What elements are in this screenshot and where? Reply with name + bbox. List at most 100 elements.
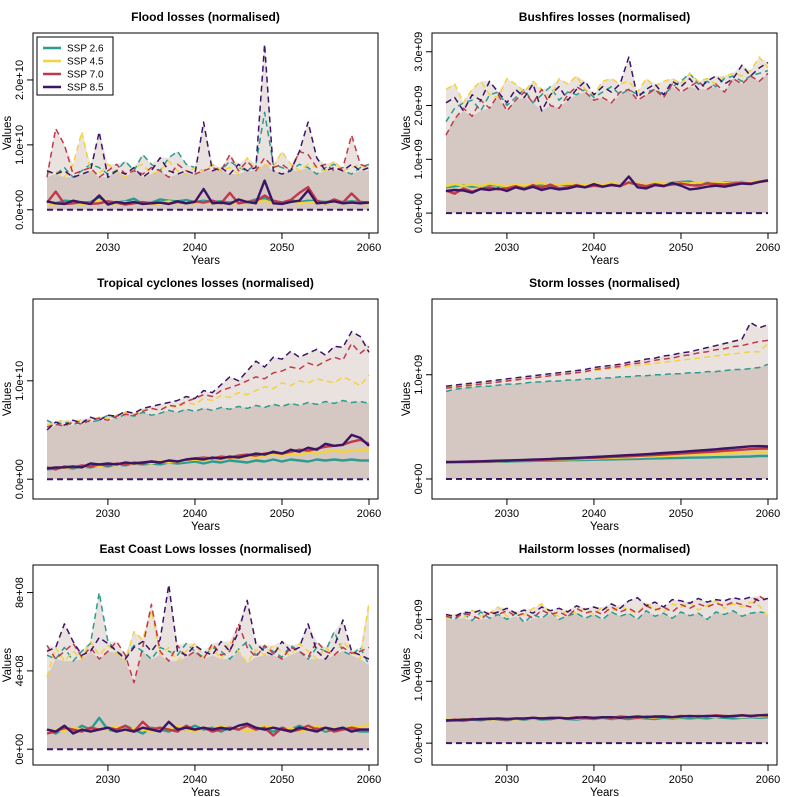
panel-title: Bushfires losses (normalised) [519, 10, 690, 24]
panel-2: Tropical cyclones losses (normalised) 203… [2, 276, 381, 533]
x-tick-label: 2040 [582, 242, 606, 254]
x-tick-label: 2040 [582, 508, 606, 520]
series-line-ssp45-upper [46, 602, 370, 678]
series-line-ssp85-mean [445, 444, 769, 464]
x-tick-label: 2030 [495, 242, 519, 254]
common-band-area [446, 610, 768, 744]
series-line-ssp85-mean [446, 714, 768, 722]
x-tick-label: 2060 [357, 508, 381, 520]
x-tick-label: 2030 [96, 242, 120, 254]
series-line-ssp70-upper [445, 595, 769, 621]
legend-entry: SSP 4.5 [67, 57, 104, 68]
series-line-ssp45-mean [445, 179, 769, 188]
x-tick-label: 2040 [183, 242, 207, 254]
series-line-ssp85-mean [46, 433, 370, 470]
series-line-ssp85-upper [445, 596, 769, 618]
series-line-ssp85-mean [445, 175, 769, 194]
series-line-ssp85-upper [445, 56, 769, 112]
x-tick-label: 2060 [357, 774, 381, 786]
y-axis-label: Values [2, 116, 14, 151]
y-axis-label: Values [401, 648, 413, 683]
x-tick-label: 2040 [183, 774, 207, 786]
y-tick-label: 1.0e+10 [14, 361, 26, 401]
series-line-ssp85-upper [46, 43, 370, 179]
y-axis-label: Values [401, 116, 413, 151]
x-tick-label: 2060 [357, 242, 381, 254]
series-line-ssp45-upper [46, 374, 370, 426]
x-tick-label: 2050 [270, 774, 294, 786]
panel-5: Hailstorm losses (normalised) 2030 2040 205… [401, 542, 780, 797]
series-line-ssp85-upper [46, 583, 370, 660]
legend-box [36, 36, 114, 96]
x-tick-label: 2030 [96, 774, 120, 786]
y-tick-label: 1.0e+09 [413, 661, 425, 701]
legend-entry: SSP 8.5 [67, 83, 104, 94]
y-tick-label: 2.0e+09 [413, 599, 425, 639]
y-tick-label: 8e+08 [14, 577, 26, 608]
legend: SSP 2.6 SSP 4.5 SSP 7.0 SSP 8.5 [36, 36, 114, 96]
panel-title: Tropical cyclones losses (normalised) [97, 276, 314, 290]
panel-0: Flood losses (normalised) 2030 2040 2050 206… [2, 10, 381, 267]
common-band-area [47, 651, 369, 750]
panel-3: Storm losses (normalised) 2030 2040 2050 206… [401, 276, 780, 533]
series-line-ssp26-upper [445, 609, 769, 624]
y-tick-label: 1.0e+10 [14, 125, 26, 165]
y-tick-label: 0e+00 [413, 464, 425, 495]
y-tick-label: 0.0e+00 [413, 723, 425, 763]
series-line-ssp70-upper [46, 342, 370, 428]
y-tick-label: 0.0e+00 [14, 190, 26, 230]
x-axis-label: Years [191, 521, 220, 533]
series-line-ssp70-upper [445, 72, 769, 136]
y-axis-label: Values [2, 382, 14, 417]
x-tick-label: 2060 [756, 508, 780, 520]
x-tick-label: 2040 [582, 774, 606, 786]
common-band-area [446, 73, 768, 214]
x-tick-label: 2030 [495, 508, 519, 520]
series-line-ssp26-upper [46, 111, 370, 179]
y-tick-label: 0.0e+00 [413, 193, 425, 233]
y-tick-label: 4e+08 [14, 655, 26, 686]
legend-entry: SSP 2.6 [67, 44, 104, 55]
y-tick-label: 2.0e+10 [14, 60, 26, 100]
series-line-ssp85-upper [46, 330, 370, 431]
x-axis-label: Years [590, 521, 619, 533]
x-axis-label: Years [191, 787, 220, 797]
y-tick-label: 3.0e+09 [413, 32, 425, 72]
series-line-ssp45-upper [445, 56, 769, 104]
series-line-ssp45-upper [445, 600, 769, 621]
x-tick-label: 2030 [495, 774, 519, 786]
series-line-ssp45-upper [46, 131, 370, 179]
series-line-ssp26-upper [46, 591, 370, 666]
series-line-ssp85-mean [46, 179, 370, 206]
y-axis-label: Values [401, 382, 413, 417]
series-line-ssp26-upper [46, 399, 370, 426]
series-line-ssp70-mean [46, 185, 370, 206]
series-line-ssp85-mean [46, 720, 369, 735]
y-axis-label: Values [2, 648, 14, 683]
x-tick-label: 2040 [183, 508, 207, 520]
x-tick-label: 2060 [756, 242, 780, 254]
panel-4: East Coast Lows losses (normalised) 2030 2… [2, 542, 381, 797]
panel-1: Bushfires losses (normalised) 2030 2040 205… [401, 10, 780, 267]
x-tick-label: 2060 [756, 774, 780, 786]
x-axis-label: Years [191, 255, 220, 267]
y-tick-label: 1.0e+09 [413, 355, 425, 395]
series-line-ssp70-upper [46, 603, 370, 684]
x-tick-label: 2050 [669, 508, 693, 520]
upper-band-area [47, 44, 369, 210]
panel-title: Storm losses (normalised) [529, 276, 680, 290]
y-tick-label: 1.0e+09 [413, 139, 425, 179]
common-band-area [47, 164, 369, 210]
series-line-ssp70-upper [445, 339, 769, 390]
x-tick-label: 2050 [270, 508, 294, 520]
series-line-ssp85-upper [445, 321, 769, 387]
x-axis-label: Years [590, 255, 619, 267]
x-tick-label: 2050 [669, 774, 693, 786]
y-tick-label: 0e+00 [14, 734, 26, 765]
x-axis-label: Years [590, 787, 619, 797]
panel-title: Flood losses (normalised) [131, 10, 280, 24]
panel-title: Hailstorm losses (normalised) [519, 542, 690, 556]
y-tick-label: 2.0e+09 [413, 85, 425, 125]
